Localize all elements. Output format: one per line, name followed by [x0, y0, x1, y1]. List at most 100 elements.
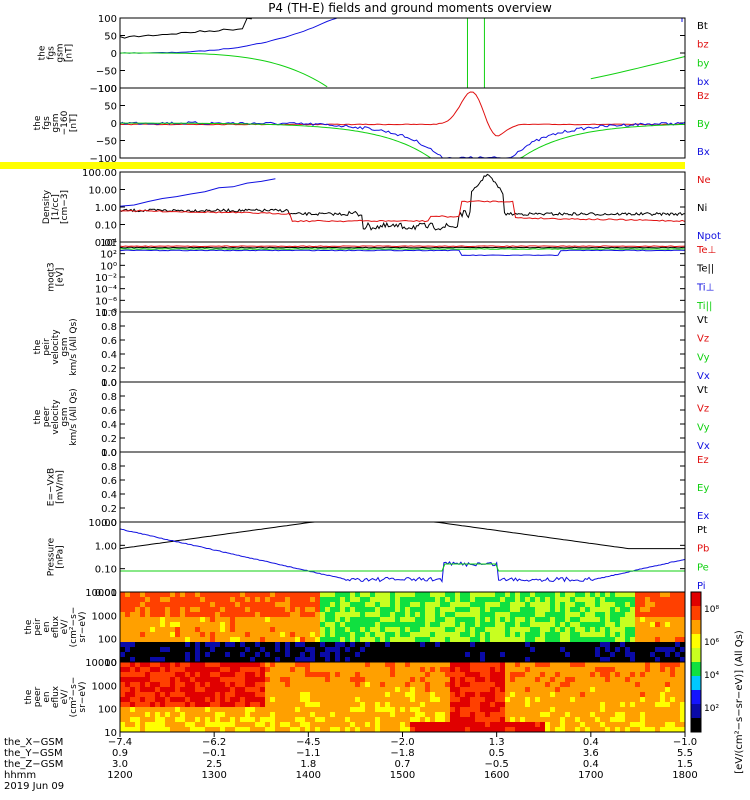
heatmap-cell: [650, 637, 656, 643]
heatmap-cell: [240, 672, 246, 678]
heatmap-cell: [315, 637, 321, 643]
heatmap-cell: [420, 672, 426, 678]
heatmap-cell: [440, 687, 446, 693]
heatmap-cell: [200, 712, 206, 718]
heatmap-cell: [650, 702, 656, 708]
heatmap-cell: [545, 647, 551, 653]
heatmap-cell: [180, 652, 186, 658]
heatmap-cell: [500, 642, 506, 648]
heatmap-cell: [165, 692, 171, 698]
heatmap-cell: [320, 702, 326, 708]
heatmap-cell: [565, 637, 571, 643]
heatmap-cell: [585, 682, 591, 688]
heatmap-cell: [465, 692, 471, 698]
heatmap-cell: [320, 717, 326, 723]
heatmap-cell: [615, 632, 621, 638]
y-axis-label: [cm−3]: [60, 190, 70, 224]
heatmap-cell: [245, 677, 251, 683]
heatmap-cell: [190, 597, 196, 603]
heatmap-cell: [255, 637, 261, 643]
heatmap-cell: [675, 597, 681, 603]
heatmap-cell: [515, 697, 521, 703]
heatmap-cell: [605, 627, 611, 633]
heatmap-cell: [580, 597, 586, 603]
heatmap-cell: [290, 707, 296, 713]
heatmap-cell: [400, 722, 406, 728]
heatmap-cell: [370, 612, 376, 618]
heatmap-cell: [565, 722, 571, 728]
heatmap-cell: [560, 597, 566, 603]
heatmap-cell: [465, 717, 471, 723]
heatmap-cell: [410, 712, 416, 718]
heatmap-cell: [670, 597, 676, 603]
heatmap-cell: [640, 592, 646, 598]
heatmap-cell: [465, 687, 471, 693]
heatmap-cell: [185, 722, 191, 728]
heatmap-cell: [615, 707, 621, 713]
heatmap-cell: [650, 697, 656, 703]
heatmap-cell: [355, 637, 361, 643]
heatmap-cell: [620, 672, 626, 678]
heatmap-cell: [215, 682, 221, 688]
heatmap-cell: [550, 662, 556, 668]
heatmap-cell: [270, 627, 276, 633]
heatmap-cell: [615, 672, 621, 678]
heatmap-cell: [535, 722, 541, 728]
heatmap-cell: [475, 692, 481, 698]
heatmap-cell: [485, 727, 491, 733]
heatmap-cell: [570, 637, 576, 643]
heatmap-cell: [330, 627, 336, 633]
y-tick-label: 100.00: [82, 168, 117, 179]
heatmap-cell: [375, 717, 381, 723]
heatmap-cell: [230, 727, 236, 733]
heatmap-cell: [615, 657, 621, 663]
heatmap-cell: [655, 697, 661, 703]
heatmap-cell: [120, 687, 126, 693]
heatmap-cell: [515, 727, 521, 733]
heatmap-cell: [165, 677, 171, 683]
heatmap-cell: [430, 702, 436, 708]
heatmap-cell: [385, 712, 391, 718]
heatmap-cell: [195, 617, 201, 623]
heatmap-cell: [285, 697, 291, 703]
heatmap-cell: [385, 682, 391, 688]
heatmap-cell: [175, 612, 181, 618]
legend-entry: Vz: [697, 334, 709, 345]
heatmap-cell: [530, 722, 536, 728]
heatmap-cell: [425, 727, 431, 733]
heatmap-cell: [220, 622, 226, 628]
heatmap-cell: [560, 592, 566, 598]
heatmap-cell: [205, 687, 211, 693]
x-tick-label: 1500: [390, 770, 415, 781]
heatmap-cell: [405, 707, 411, 713]
heatmap-cell: [335, 597, 341, 603]
heatmap-cell: [130, 662, 136, 668]
heatmap-cell: [410, 617, 416, 623]
heatmap-cell: [430, 622, 436, 628]
heatmap-cell: [615, 622, 621, 628]
heatmap-cell: [580, 657, 586, 663]
heatmap-cell: [680, 662, 686, 668]
heatmap-cell: [320, 687, 326, 693]
heatmap-cell: [230, 677, 236, 683]
heatmap-cell: [380, 662, 386, 668]
heatmap-cell: [385, 707, 391, 713]
heatmap-cell: [580, 712, 586, 718]
heatmap-cell: [235, 707, 241, 713]
heatmap-cell: [325, 617, 331, 623]
heatmap-cell: [185, 652, 191, 658]
legend-entry: Pe: [697, 562, 709, 573]
heatmap-cell: [430, 682, 436, 688]
heatmap-cell: [395, 647, 401, 653]
heatmap-cell: [260, 612, 266, 618]
heatmap-cell: [180, 632, 186, 638]
heatmap-cell: [470, 672, 476, 678]
heatmap-cell: [220, 712, 226, 718]
heatmap-cell: [130, 707, 136, 713]
heatmap-cell: [495, 652, 501, 658]
heatmap-cell: [265, 622, 271, 628]
heatmap-cell: [125, 692, 131, 698]
heatmap-cell: [385, 612, 391, 618]
heatmap-cell: [190, 702, 196, 708]
